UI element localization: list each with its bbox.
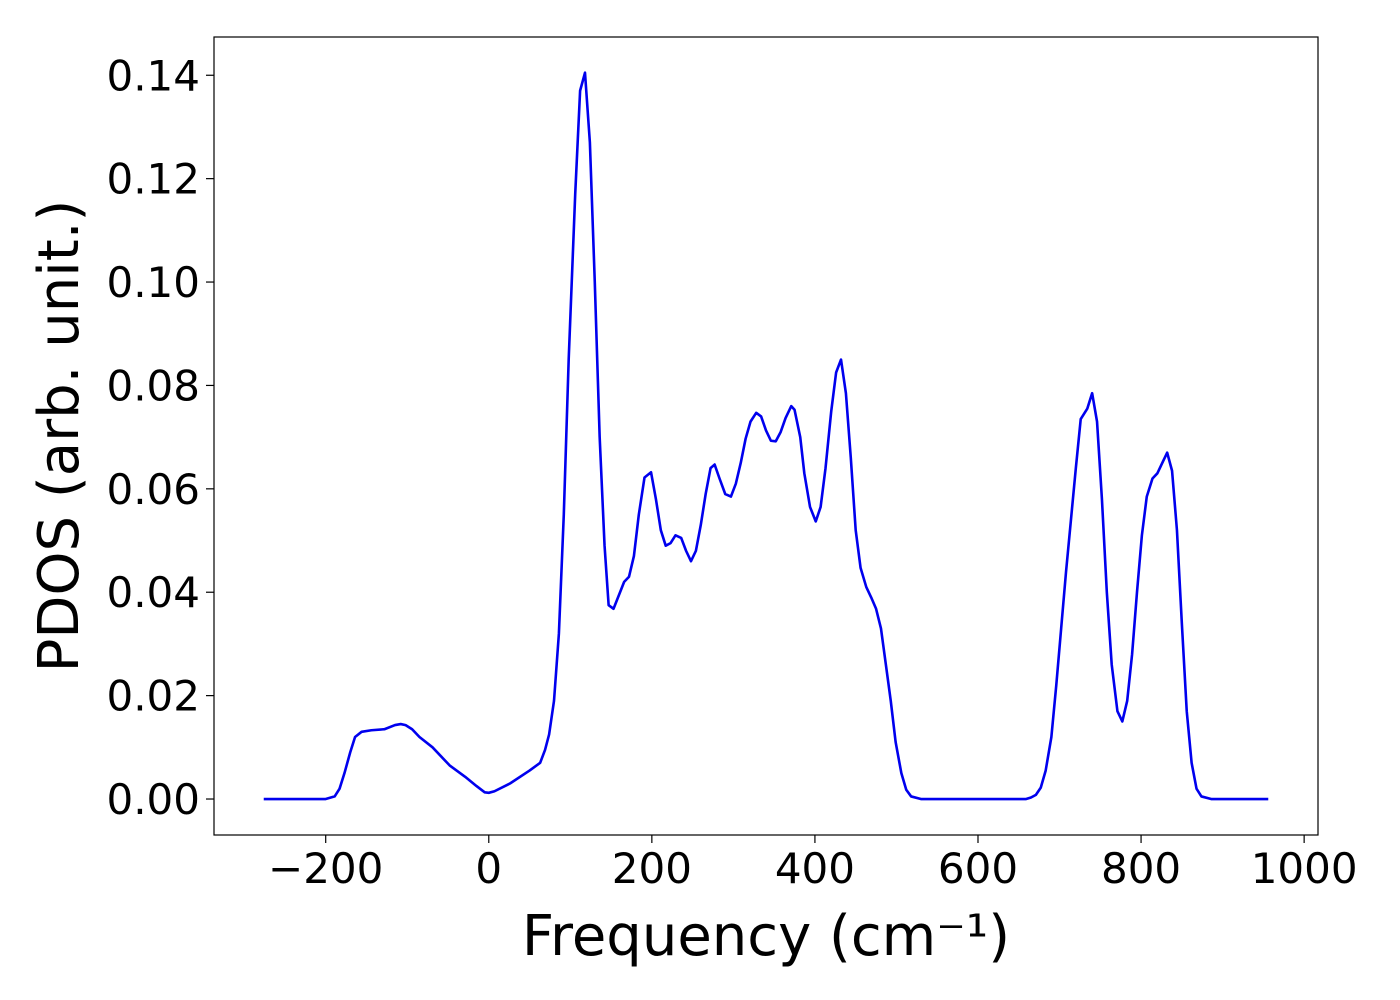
y-tick-label: 0.00 [106, 775, 200, 824]
x-tick-label: 0 [475, 844, 502, 893]
x-axis-label: Frequency (cm⁻¹) [522, 904, 1010, 969]
y-tick-label: 0.10 [106, 258, 200, 307]
line [263, 71, 1269, 801]
x-tick-label: 600 [938, 844, 1018, 893]
y-tick-label: 0.02 [106, 672, 200, 721]
x-tick-label: −200 [268, 844, 383, 893]
x-tick-label: 1000 [1251, 844, 1358, 893]
y-tick-label: 0.04 [106, 568, 200, 617]
x-tick-label: 200 [612, 844, 692, 893]
y-tick-label: 0.14 [106, 51, 200, 100]
y-axis-label: PDOS (arb. unit.) [27, 200, 92, 673]
y-tick-label: 0.12 [106, 155, 200, 204]
x-tick-label: 800 [1101, 844, 1181, 893]
y-tick-label: 0.06 [106, 465, 200, 514]
x-tick-label: 400 [775, 844, 855, 893]
y-tick-label: 0.08 [106, 361, 200, 410]
plot-frame [213, 36, 1319, 836]
